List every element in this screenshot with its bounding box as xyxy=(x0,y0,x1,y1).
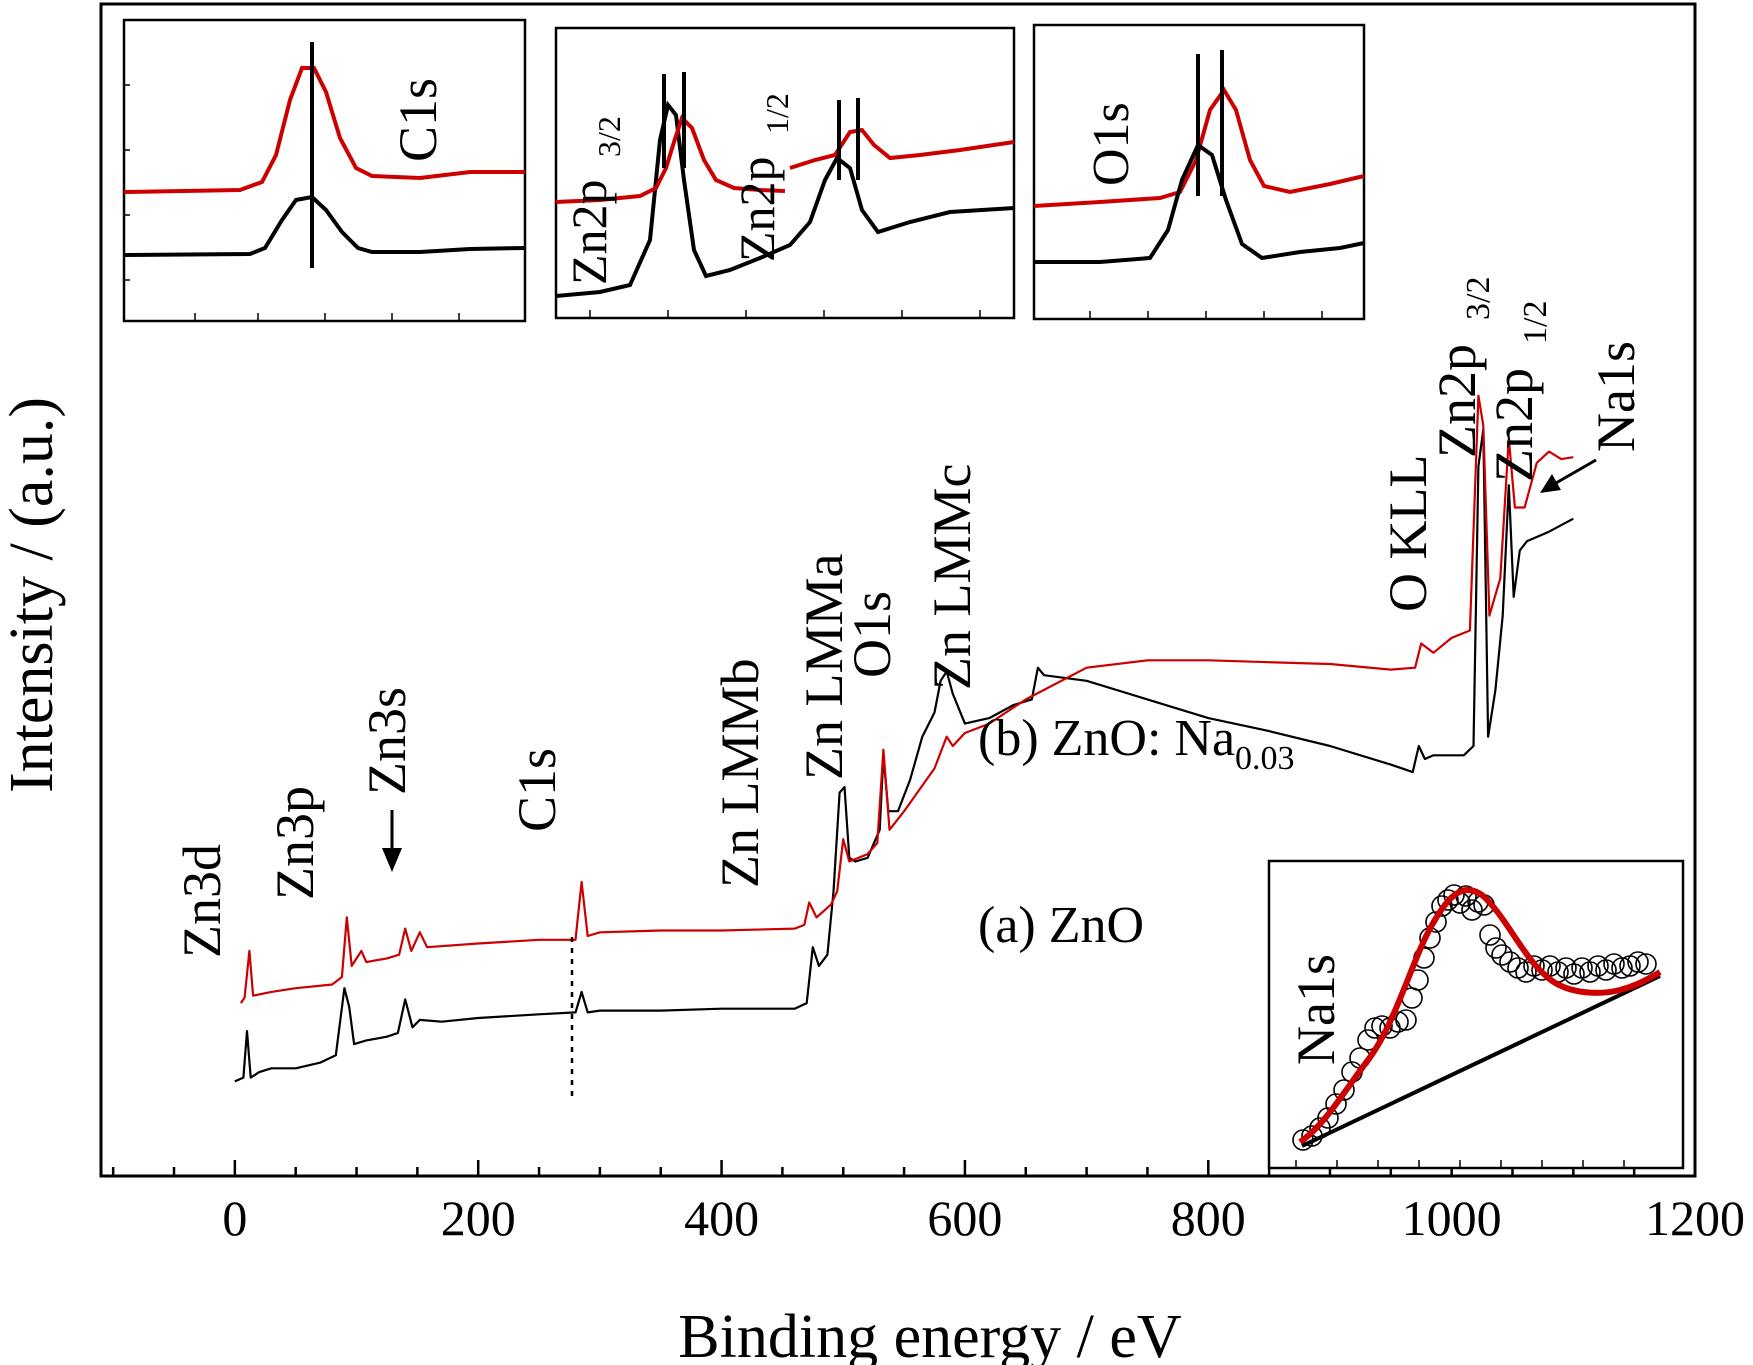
annotation-zn2p32: Zn2p 3/2 xyxy=(1427,277,1497,458)
x-axis-tick-labels: 0 200 400 600 800 1000 1200 xyxy=(222,1190,1745,1246)
annotation-c1s: C1s xyxy=(507,748,567,832)
na1s-data-point xyxy=(1479,924,1501,946)
survey-series xyxy=(234,394,1574,1083)
annotation-o1s: O1s xyxy=(842,591,902,678)
annotation-zn2p32-sub: 3/2 xyxy=(1460,277,1497,320)
annotation-zn-lmmb: Zn LMMb xyxy=(710,659,770,889)
inset-zn2p-ticks xyxy=(589,310,981,318)
x-tick-label: 200 xyxy=(441,1190,516,1246)
annotation-na1s: Na1s xyxy=(1586,341,1646,452)
na1s-data-point xyxy=(1437,889,1459,911)
inset-o1s-label: O1s xyxy=(1083,102,1140,186)
x-tick-label: 1000 xyxy=(1402,1190,1502,1246)
annotation-zn-lmmc: Zn LMMc xyxy=(922,464,982,690)
inset-c1s-red-trace xyxy=(123,66,525,194)
inset-na1s-fit xyxy=(1298,887,1662,1145)
inset-zn2p: Zn2p 3/2 Zn2p 1/2 xyxy=(554,26,1016,320)
inset-o1s: O1s xyxy=(1032,23,1366,321)
inset-c1s: C1s xyxy=(122,18,527,323)
na1s-data-point xyxy=(1333,1079,1355,1101)
inset-na1s-label: Na1s xyxy=(1286,954,1346,1065)
na1s-arrow-head xyxy=(1540,474,1561,493)
series-label-b-main: (b) ZnO: Na xyxy=(978,710,1235,767)
x-axis-label: Binding energy / eV xyxy=(678,1303,1182,1365)
annotation-zn2p12: Zn2p 1/2 xyxy=(1484,301,1554,482)
x-tick-label: 600 xyxy=(927,1190,1002,1246)
inset-zn2p-label-b-sub: 1/2 xyxy=(759,93,795,134)
series-labels: (b) ZnO: Na0.03 (a) ZnO xyxy=(978,710,1295,954)
annotation-zn-lmma: Zn LMMa xyxy=(794,554,854,781)
na1s-data-point xyxy=(1461,899,1483,921)
annotation-zn2p32-main: Zn2p xyxy=(1427,344,1487,458)
inset-zn2p-red-trace-2 xyxy=(789,127,1015,170)
na1s-data-point xyxy=(1499,951,1521,973)
series-line-zno xyxy=(234,428,1574,1083)
inset-zn2p-frame xyxy=(554,26,1016,320)
series-label-a: (a) ZnO xyxy=(978,897,1144,954)
inset-zn2p-label-b: Zn2p 1/2 xyxy=(729,93,795,262)
na1s-data-point xyxy=(1485,937,1507,959)
na1s-data-point xyxy=(1317,1107,1339,1129)
x-tick-label: 400 xyxy=(684,1190,759,1246)
inset-c1s-black-trace xyxy=(123,194,526,257)
inset-na1s: Na1s xyxy=(1267,859,1685,1170)
inset-zn2p-label-b-main: Zn2p xyxy=(729,156,785,262)
inset-c1s-ticks xyxy=(124,84,460,321)
annotation-o-kll: O KLL xyxy=(1378,455,1438,612)
series-label-b-sub: 0.03 xyxy=(1235,740,1295,777)
x-tick-label: 0 xyxy=(222,1190,247,1246)
na1s-data-point xyxy=(1595,959,1617,981)
x-axis-ticks xyxy=(111,1160,1697,1176)
inset-zn2p-label-a: Zn2p 3/2 xyxy=(561,116,627,285)
inset-na1s-ticks xyxy=(1295,1160,1625,1168)
na1s-data-point xyxy=(1515,961,1537,983)
na1s-data-point xyxy=(1611,957,1633,979)
series-label-b: (b) ZnO: Na0.03 xyxy=(978,710,1295,777)
zn3s-arrow-head xyxy=(382,848,402,872)
inset-zn2p-label-a-main: Zn2p xyxy=(561,179,617,285)
na1s-data-point xyxy=(1325,1093,1347,1115)
annotation-arrows xyxy=(382,458,1597,872)
inset-o1s-black-trace xyxy=(1034,141,1365,264)
x-tick-label: 1200 xyxy=(1645,1190,1745,1246)
inset-c1s-frame xyxy=(122,18,527,323)
na1s-data-point xyxy=(1395,1009,1417,1031)
inset-c1s-label: C1s xyxy=(388,78,448,162)
na1s-data-point xyxy=(1431,895,1453,917)
na1s-data-point xyxy=(1579,961,1601,983)
na1s-data-point xyxy=(1555,957,1577,979)
na1s-arrow-shaft xyxy=(1555,458,1597,485)
na1s-data-point xyxy=(1425,911,1447,933)
annotation-zn3d: Zn3d xyxy=(172,844,232,958)
na1s-data-point xyxy=(1443,884,1465,906)
figure-frame xyxy=(99,2,1697,1178)
na1s-data-point xyxy=(1635,953,1657,975)
y-axis-label: Intensity / (a.u.) xyxy=(0,397,66,793)
inset-na1s-baseline xyxy=(1301,974,1661,1148)
inset-zn2p-label-a-sub: 3/2 xyxy=(591,116,627,157)
na1s-data-point xyxy=(1627,951,1649,973)
na1s-data-point xyxy=(1491,944,1513,966)
inset-o1s-ticks xyxy=(1089,311,1323,319)
series-line-zno-na xyxy=(239,394,1574,1004)
annotation-zn2p12-main: Zn2p xyxy=(1484,368,1544,482)
peak-annotations: Zn3d Zn3p Zn3s C1s Zn LMMb Zn LMMa O1s Z… xyxy=(172,277,1646,958)
annotation-zn2p12-sub: 1/2 xyxy=(1517,301,1554,344)
annotation-zn3s: Zn3s xyxy=(357,687,417,795)
annotation-zn3p: Zn3p xyxy=(265,786,325,900)
inset-na1s-data-points xyxy=(1292,884,1657,1151)
na1s-data-point xyxy=(1563,963,1585,985)
x-tick-label: 800 xyxy=(1171,1190,1246,1246)
